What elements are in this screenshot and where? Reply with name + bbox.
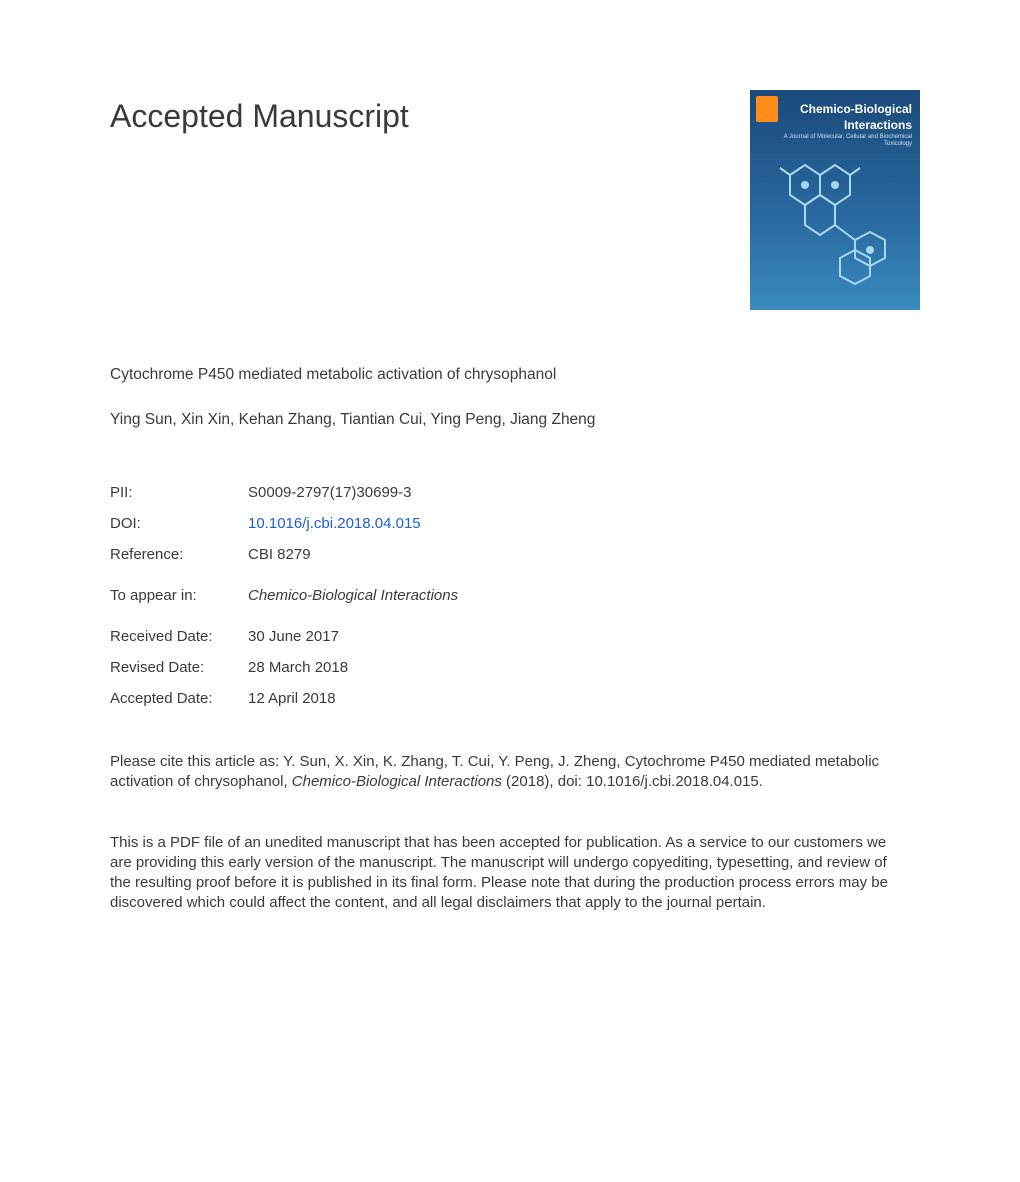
doi-label: DOI: bbox=[110, 515, 248, 532]
meta-row-revised: Revised Date: 28 March 2018 bbox=[110, 659, 910, 676]
meta-row-pii: PII: S0009-2797(17)30699-3 bbox=[110, 484, 910, 501]
received-value: 30 June 2017 bbox=[248, 628, 339, 645]
citation-text: Please cite this article as: Y. Sun, X. … bbox=[110, 752, 910, 793]
revised-label: Revised Date: bbox=[110, 659, 248, 676]
reference-value: CBI 8279 bbox=[248, 546, 311, 563]
journal-cover-thumbnail: Chemico-Biological Interactions A Journa… bbox=[750, 90, 920, 310]
cover-title-line2: Interactions bbox=[844, 118, 912, 132]
meta-row-doi: DOI: 10.1016/j.cbi.2018.04.015 bbox=[110, 515, 910, 532]
reference-label: Reference: bbox=[110, 546, 248, 563]
header-row: Accepted Manuscript Chemico-Biological I… bbox=[110, 90, 910, 310]
page-title: Accepted Manuscript bbox=[110, 98, 409, 135]
metadata-block: PII: S0009-2797(17)30699-3 DOI: 10.1016/… bbox=[110, 484, 910, 707]
meta-row-reference: Reference: CBI 8279 bbox=[110, 546, 910, 563]
meta-row-appear: To appear in: Chemico-Biological Interac… bbox=[110, 587, 910, 604]
received-label: Received Date: bbox=[110, 628, 248, 645]
authors-list: Ying Sun, Xin Xin, Kehan Zhang, Tiantian… bbox=[110, 411, 910, 429]
cover-title-line1: Chemico-Biological bbox=[800, 102, 912, 116]
revised-value: 28 March 2018 bbox=[248, 659, 348, 676]
pii-label: PII: bbox=[110, 484, 248, 501]
accepted-label: Accepted Date: bbox=[110, 690, 248, 707]
citation-journal: Chemico-Biological Interactions bbox=[292, 773, 502, 790]
disclaimer-text: This is a PDF file of an unedited manusc… bbox=[110, 833, 910, 914]
citation-suffix: (2018), doi: 10.1016/j.cbi.2018.04.015. bbox=[502, 773, 763, 790]
molecule-structure-icon bbox=[770, 150, 900, 300]
meta-row-received: Received Date: 30 June 2017 bbox=[110, 628, 910, 645]
appear-label: To appear in: bbox=[110, 587, 248, 604]
publisher-badge-icon bbox=[756, 96, 778, 122]
doi-link[interactable]: 10.1016/j.cbi.2018.04.015 bbox=[248, 515, 421, 532]
cover-subtitle: A Journal of Molecular, Cellular and Bio… bbox=[772, 134, 912, 148]
meta-row-accepted: Accepted Date: 12 April 2018 bbox=[110, 690, 910, 707]
pii-value: S0009-2797(17)30699-3 bbox=[248, 484, 411, 501]
article-title: Cytochrome P450 mediated metabolic activ… bbox=[110, 365, 910, 385]
appear-value: Chemico-Biological Interactions bbox=[248, 587, 458, 604]
accepted-value: 12 April 2018 bbox=[248, 690, 336, 707]
